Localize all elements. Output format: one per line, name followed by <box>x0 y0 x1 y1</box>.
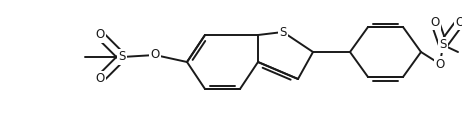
Text: O: O <box>95 72 104 86</box>
Text: O: O <box>150 48 160 61</box>
Text: S: S <box>280 25 287 38</box>
Text: O: O <box>431 15 440 29</box>
Text: O: O <box>95 29 104 42</box>
Text: S: S <box>118 51 126 63</box>
Text: O: O <box>456 15 462 29</box>
Text: O: O <box>435 57 444 70</box>
Text: S: S <box>439 38 447 51</box>
